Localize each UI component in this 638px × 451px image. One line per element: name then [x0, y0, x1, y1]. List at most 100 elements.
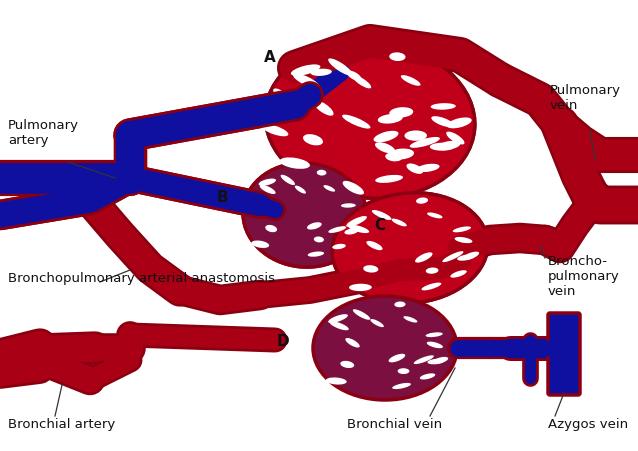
Ellipse shape: [446, 132, 464, 144]
Ellipse shape: [311, 69, 332, 76]
Ellipse shape: [433, 357, 448, 364]
Ellipse shape: [363, 265, 378, 272]
Ellipse shape: [251, 240, 269, 248]
Ellipse shape: [303, 134, 323, 145]
Ellipse shape: [342, 115, 371, 129]
Ellipse shape: [410, 137, 440, 148]
Ellipse shape: [427, 359, 444, 364]
Ellipse shape: [431, 103, 456, 110]
FancyBboxPatch shape: [548, 313, 580, 395]
Ellipse shape: [389, 52, 406, 61]
Ellipse shape: [349, 284, 372, 291]
Ellipse shape: [260, 185, 276, 194]
Text: B: B: [216, 190, 228, 206]
Ellipse shape: [389, 148, 414, 160]
Ellipse shape: [328, 314, 348, 323]
Ellipse shape: [308, 252, 324, 257]
Ellipse shape: [279, 157, 310, 169]
Ellipse shape: [406, 163, 423, 174]
Ellipse shape: [243, 163, 367, 267]
Ellipse shape: [313, 101, 334, 116]
Ellipse shape: [303, 134, 323, 145]
Ellipse shape: [437, 141, 461, 150]
Ellipse shape: [340, 361, 354, 368]
Ellipse shape: [332, 244, 346, 249]
Ellipse shape: [370, 319, 384, 327]
Ellipse shape: [457, 254, 475, 261]
Ellipse shape: [431, 103, 456, 110]
Ellipse shape: [450, 270, 467, 278]
Ellipse shape: [251, 240, 269, 248]
Ellipse shape: [363, 265, 378, 272]
Ellipse shape: [353, 309, 370, 320]
Ellipse shape: [346, 216, 367, 227]
Ellipse shape: [346, 216, 367, 227]
Ellipse shape: [349, 284, 372, 291]
Ellipse shape: [329, 226, 346, 233]
Ellipse shape: [403, 316, 417, 322]
Ellipse shape: [455, 237, 472, 243]
Ellipse shape: [307, 222, 322, 230]
Ellipse shape: [372, 210, 391, 220]
Ellipse shape: [295, 185, 306, 193]
Ellipse shape: [404, 130, 427, 141]
Ellipse shape: [426, 267, 438, 274]
Ellipse shape: [375, 175, 403, 183]
Ellipse shape: [375, 142, 395, 153]
Ellipse shape: [317, 170, 327, 175]
Ellipse shape: [373, 131, 399, 142]
Ellipse shape: [314, 236, 324, 242]
Text: Broncho-
pulmonary
vein: Broncho- pulmonary vein: [548, 255, 619, 298]
Ellipse shape: [442, 251, 463, 262]
Ellipse shape: [328, 58, 352, 76]
Ellipse shape: [258, 179, 276, 186]
Ellipse shape: [326, 377, 346, 385]
Ellipse shape: [243, 163, 367, 267]
Ellipse shape: [332, 193, 488, 303]
Ellipse shape: [426, 267, 438, 274]
Ellipse shape: [366, 241, 383, 250]
Ellipse shape: [372, 210, 391, 220]
Ellipse shape: [329, 226, 346, 233]
Ellipse shape: [431, 116, 454, 127]
Ellipse shape: [313, 296, 457, 400]
Ellipse shape: [291, 64, 320, 76]
Ellipse shape: [427, 212, 443, 218]
Ellipse shape: [426, 332, 443, 337]
Ellipse shape: [375, 175, 403, 183]
Ellipse shape: [272, 202, 283, 212]
Ellipse shape: [265, 225, 277, 232]
Ellipse shape: [385, 152, 403, 161]
Ellipse shape: [323, 185, 335, 192]
Ellipse shape: [348, 225, 369, 233]
Ellipse shape: [314, 236, 324, 242]
Ellipse shape: [389, 52, 406, 61]
Ellipse shape: [413, 355, 434, 364]
Ellipse shape: [352, 75, 371, 88]
Ellipse shape: [366, 241, 383, 250]
Ellipse shape: [265, 42, 475, 198]
Ellipse shape: [392, 383, 411, 389]
Ellipse shape: [437, 141, 461, 150]
Ellipse shape: [373, 131, 399, 142]
Ellipse shape: [389, 354, 405, 362]
Ellipse shape: [416, 198, 428, 204]
Ellipse shape: [293, 74, 320, 88]
Ellipse shape: [308, 252, 324, 257]
Ellipse shape: [345, 228, 359, 235]
Ellipse shape: [262, 124, 288, 136]
Ellipse shape: [291, 64, 320, 76]
Ellipse shape: [463, 252, 479, 260]
Ellipse shape: [281, 175, 295, 185]
Ellipse shape: [442, 251, 463, 262]
Ellipse shape: [416, 198, 428, 204]
Ellipse shape: [378, 114, 403, 124]
Ellipse shape: [385, 152, 403, 161]
Ellipse shape: [415, 252, 433, 262]
Ellipse shape: [262, 124, 288, 136]
Ellipse shape: [450, 270, 467, 278]
Ellipse shape: [346, 71, 362, 81]
Ellipse shape: [332, 244, 346, 249]
Text: Pulmonary
vein: Pulmonary vein: [550, 84, 621, 112]
Ellipse shape: [375, 142, 395, 153]
